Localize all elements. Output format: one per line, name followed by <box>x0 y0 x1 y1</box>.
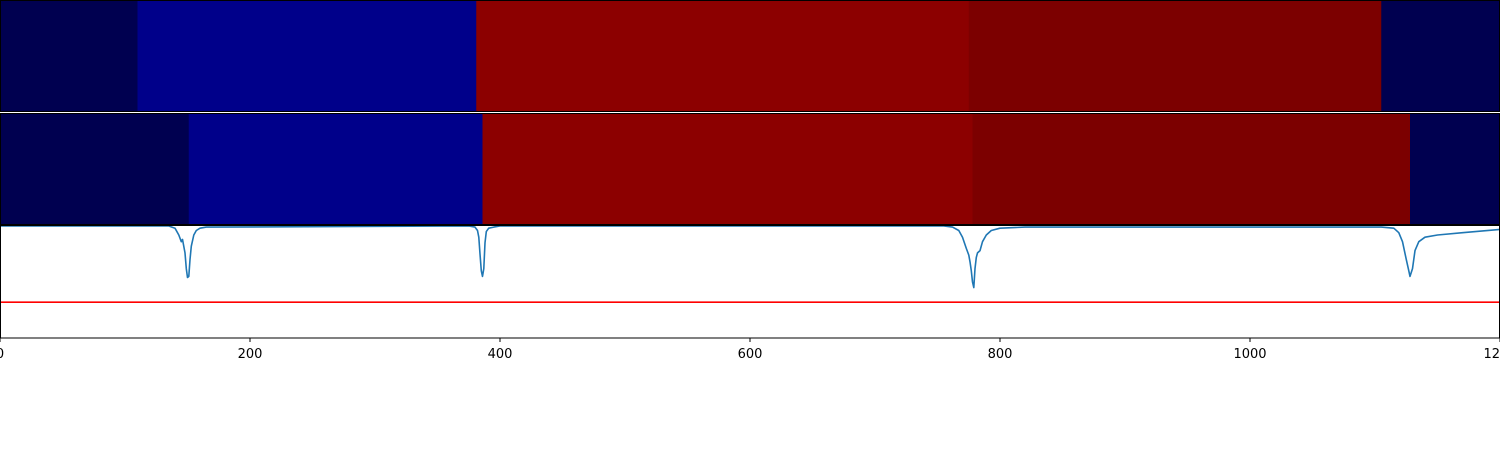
line-panel-background <box>0 226 1500 338</box>
heatmap-segment-1-3 <box>476 0 969 112</box>
x-axis: 0 200 400 600 800 1000 1200 <box>0 338 1500 362</box>
line-panel-bottom <box>0 226 1500 338</box>
x-tick-label-800: 800 <box>988 347 1013 362</box>
heatmap-segment-2-2 <box>189 113 483 225</box>
heatmap-segment-1-4 <box>969 0 1382 112</box>
x-tick-label-200: 200 <box>238 347 263 362</box>
heatmap-segment-1-5 <box>1381 0 1500 112</box>
heatmap-segment-1-1 <box>0 0 138 112</box>
x-tick-label-1200: 1200 <box>1483 347 1500 362</box>
heatmap-segment-2-1 <box>0 113 189 225</box>
heatmap-panel-top <box>0 0 1500 112</box>
heatmap-segment-2-5 <box>1410 113 1500 225</box>
x-tick-label-1000: 1000 <box>1233 347 1266 362</box>
x-tick-label-600: 600 <box>738 347 763 362</box>
heatmap-segment-2-3 <box>483 113 974 225</box>
heatmap-segment-2-4 <box>973 113 1411 225</box>
x-tick-label-0: 0 <box>0 347 4 362</box>
x-tick-label-400: 400 <box>488 347 513 362</box>
heatmap-segment-1-2 <box>138 0 477 112</box>
heatmap-panel-middle <box>0 113 1500 225</box>
